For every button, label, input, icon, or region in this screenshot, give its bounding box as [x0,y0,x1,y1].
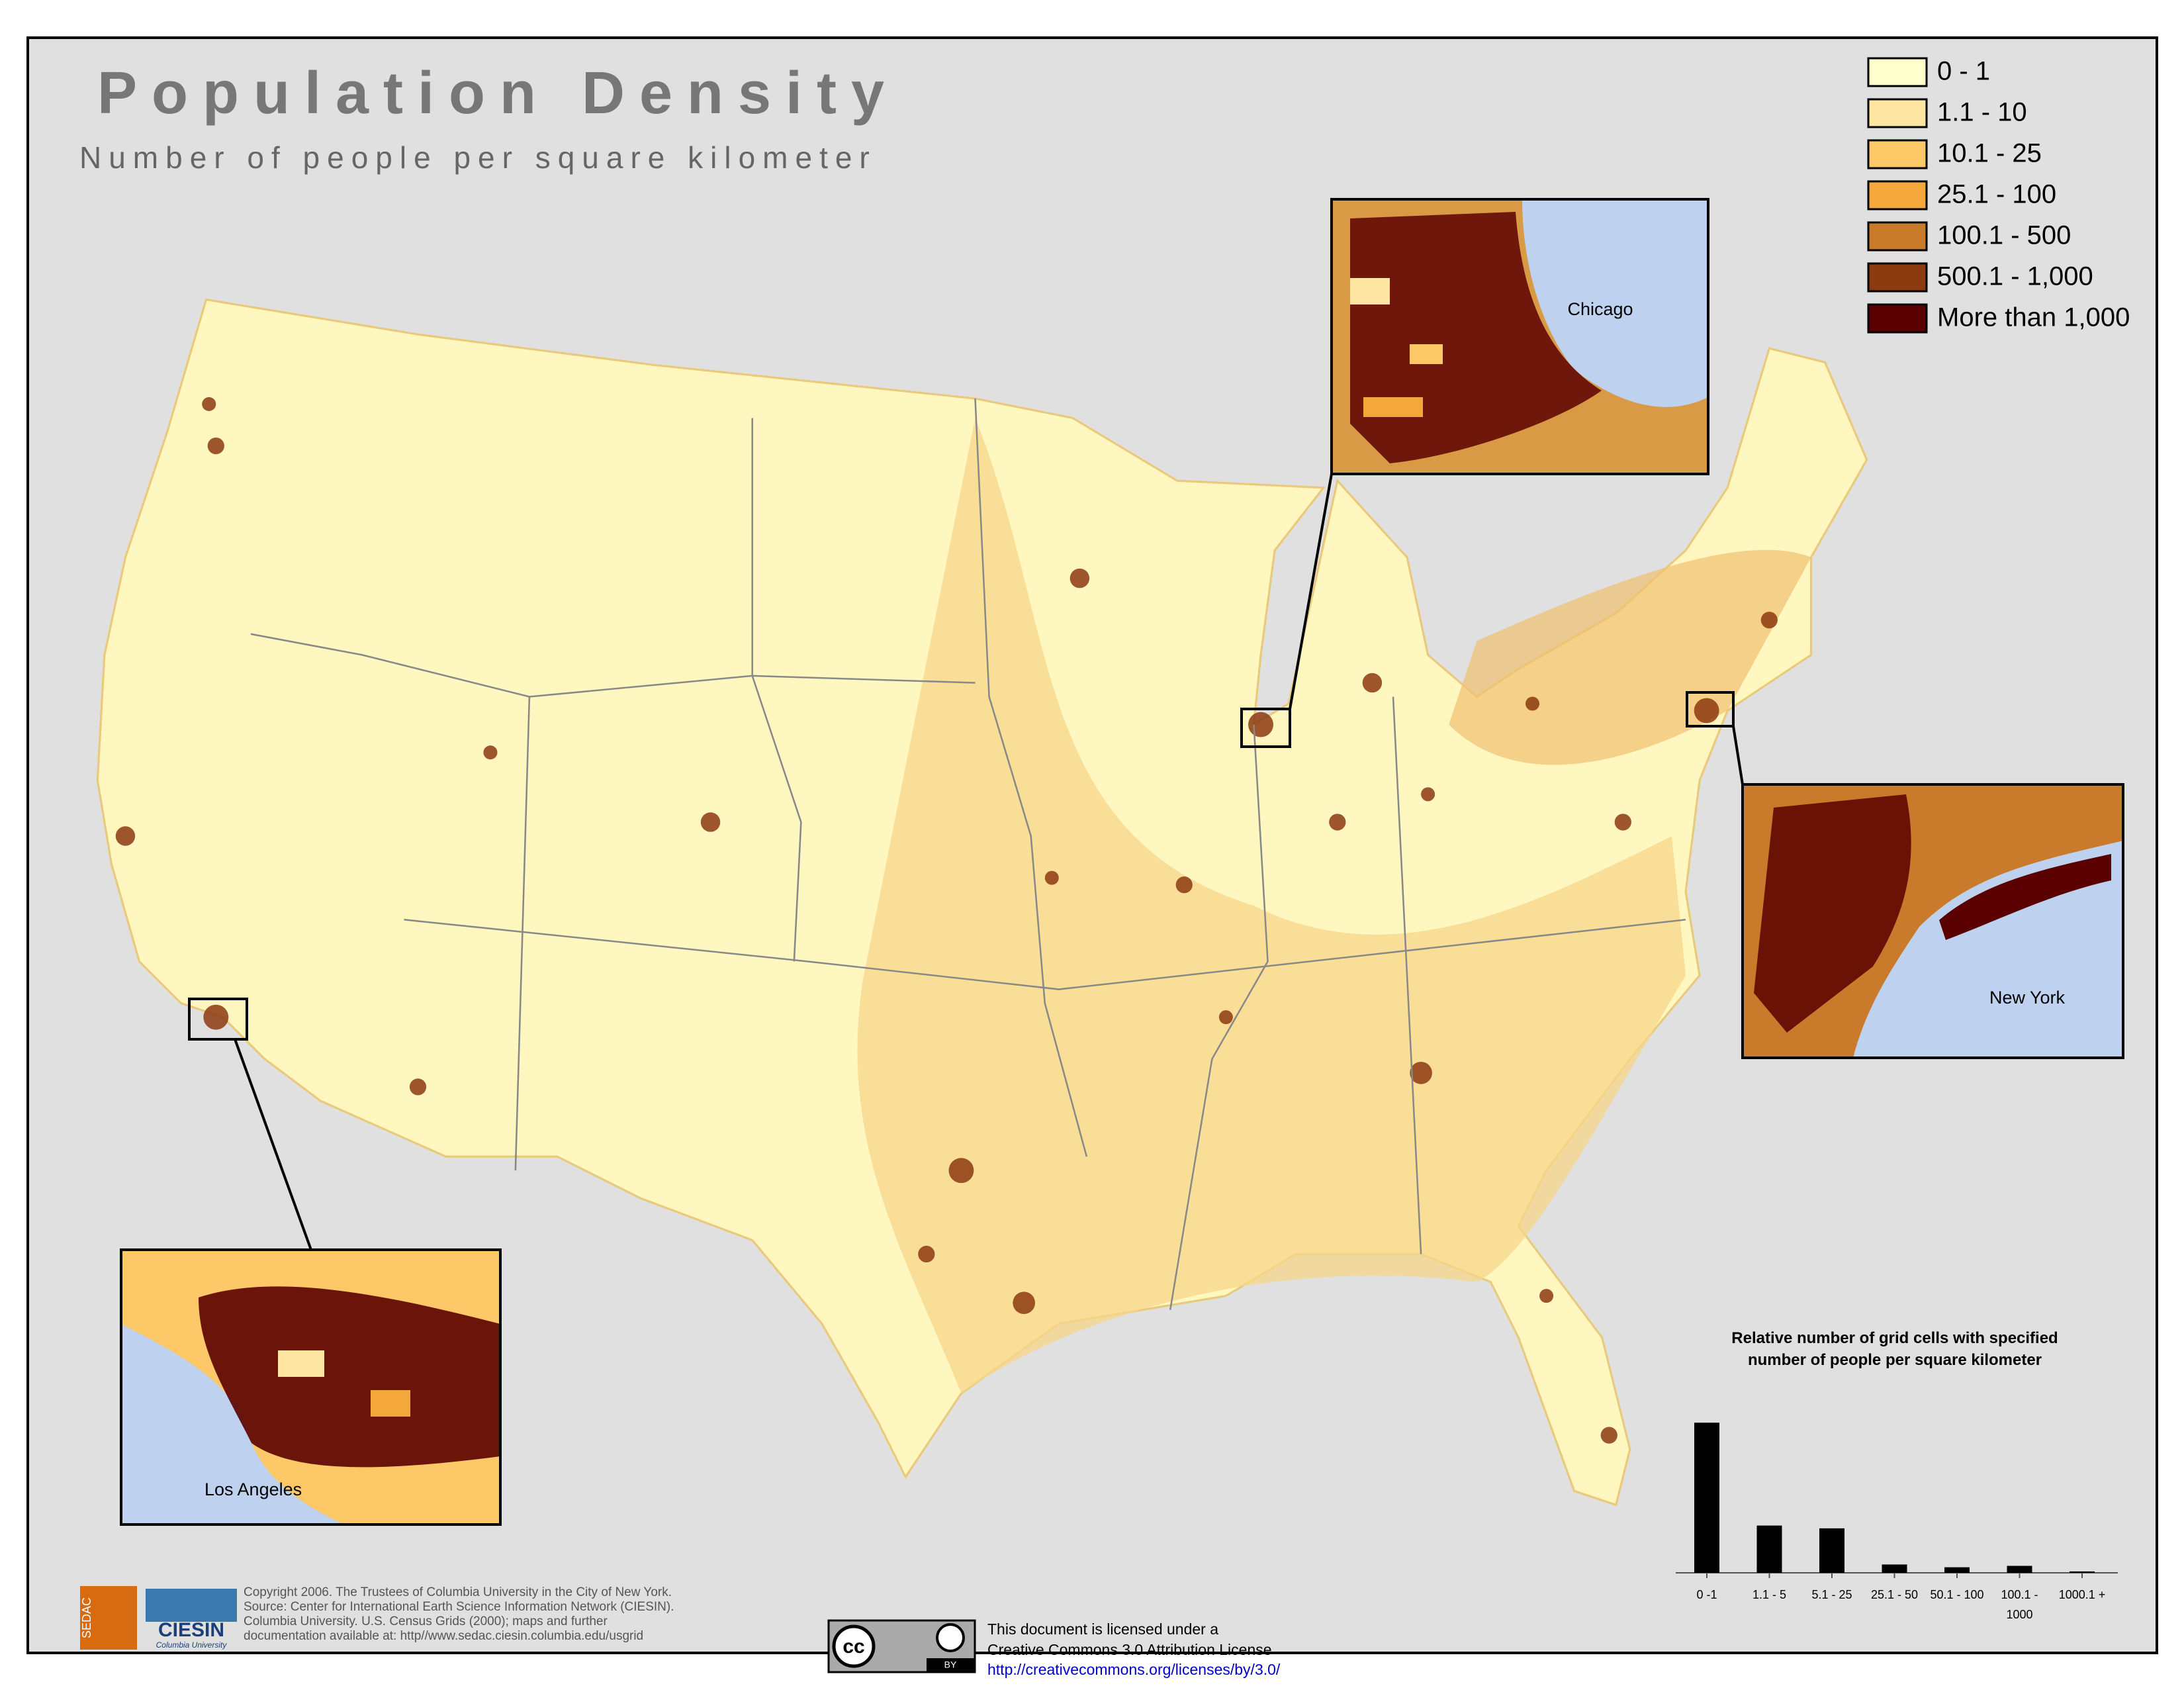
x-tick-label-box: 100.1 - 1000 [2001,1588,2038,1621]
bar [2007,1566,2032,1573]
bar [1756,1525,1782,1573]
x-tick-label: 0 -1 [1696,1588,1717,1601]
ciesin-logo: CIESIN [158,1619,224,1641]
license-line: Creative Commons 3.0 Attribution License [987,1641,1272,1658]
credit-line: Columbia University. U.S. Census Grids (… [244,1615,608,1628]
x-tick-label-box: 0 -1 [1696,1588,1717,1601]
x-tick-label: 100.1 - 1000 [2001,1588,2038,1621]
legend-swatch [1867,221,1928,252]
inset-new-york [1741,783,2124,1059]
state-lines [250,398,1686,1310]
x-tick-label-box: 25.1 - 50 [1870,1588,1919,1601]
ciesin-sub: Columbia University [156,1640,228,1650]
x-tick-label-box: 50.1 - 100 [1930,1588,1984,1601]
x-tick-label: 1000.1 + [2058,1588,2106,1601]
bar [1944,1567,1970,1573]
chart-title-box: Relative number of grid cells with speci… [1731,1329,2058,1369]
us-map [96,298,1868,1507]
legend-swatch [1867,262,1928,293]
chart-title: Relative number of grid cells with speci… [1731,1329,2058,1369]
legend-swatch [1867,139,1928,169]
cc-by: BY [944,1660,957,1670]
license-line: This document is licensed under a [987,1620,1218,1638]
credit-line: documentation available at: http//www.se… [244,1629,643,1643]
inset-locators [188,473,1744,1250]
license-url: http://creativecommons.org/licenses/by/3… [987,1661,1281,1678]
legend-label: 25.1 - 100 [1937,180,2056,209]
logos: SEDAC CIESIN Columbia University [80,1586,237,1650]
legend-label: 500.1 - 1,000 [1937,262,2093,291]
cc-icon: cc [842,1636,864,1658]
inset-label: Los Angeles [205,1479,302,1499]
legend-swatch [1867,98,1928,128]
legend-label: 100.1 - 500 [1937,221,2071,250]
credit-line: Source: Center for International Earth S… [244,1600,674,1614]
legend-label: More than 1,000 [1937,303,2130,332]
x-tick-label: 50.1 - 100 [1930,1588,1984,1601]
title: Population Density [97,60,899,126]
inset-los-angeles [120,1248,502,1526]
bar [1882,1564,1907,1573]
x-tick-label: 5.1 - 25 [1811,1588,1852,1601]
credit-line: Copyright 2006. The Trustees of Columbia… [244,1585,672,1599]
bar [1819,1528,1844,1573]
bar [2070,1571,2095,1573]
dense-northeast [1449,549,1811,765]
bar [1694,1423,1719,1573]
subtitle: Number of people per square kilometer [79,140,877,175]
legend-label: 10.1 - 25 [1937,139,2042,168]
inset-label: New York [1989,988,2066,1008]
x-tick-label-box: 1000.1 + [2058,1588,2106,1601]
sedac-logo: SEDAC [80,1597,93,1638]
x-tick-label-box: 5.1 - 25 [1811,1588,1852,1601]
legend-swatch [1867,303,1928,334]
x-tick-label: 25.1 - 50 [1870,1588,1919,1601]
dense-east [857,418,1686,1393]
legend-label: 1.1 - 10 [1937,98,2027,127]
x-tick-label: 1.1 - 5 [1752,1588,1787,1601]
cc-badge: cc BY [827,1619,976,1673]
legend-swatch [1867,57,1928,87]
x-tick-label-box: 1.1 - 5 [1752,1588,1787,1601]
legend-swatch [1867,180,1928,211]
inset-chicago [1330,198,1709,475]
legend-label: 0 - 1 [1937,57,1990,86]
inset-label: Chicago [1567,299,1633,319]
